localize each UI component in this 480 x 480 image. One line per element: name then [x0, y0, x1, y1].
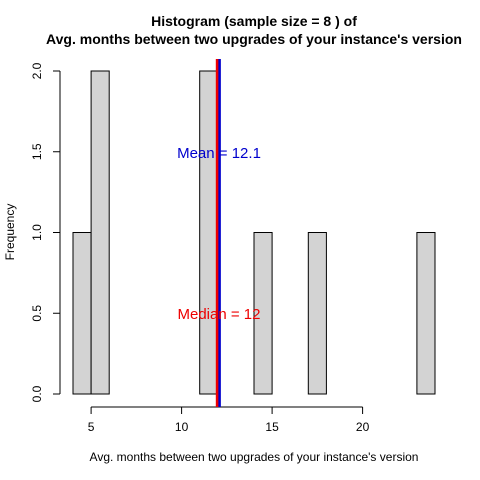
histogram-bar-1	[90, 70, 110, 395]
y-tick-label-1: 0.5	[30, 305, 44, 322]
y-axis-label: Frequency	[3, 204, 17, 261]
chart-title-line2: Avg. months between two upgrades of your…	[46, 31, 462, 47]
x-axis-label: Avg. months between two upgrades of your…	[90, 450, 419, 464]
x-tick-label-3: 20	[356, 420, 370, 434]
mean-annotation: Mean = 12.1	[177, 145, 261, 162]
y-tick-label-2: 1.0	[30, 224, 44, 241]
histogram-bar-4	[307, 232, 327, 395]
chart-title-line1: Histogram (sample size = 8 ) of	[151, 13, 357, 29]
reference-lines	[215, 59, 221, 407]
x-tick-label-2: 15	[265, 420, 279, 434]
median-annotation: Median = 12	[178, 306, 261, 323]
histogram-bar-5	[416, 232, 436, 395]
histogram-bar-2	[199, 70, 219, 395]
histogram-bar-0	[72, 232, 92, 395]
x-tick-label-0: 5	[88, 420, 95, 434]
y-tick-label-0: 0.0	[30, 385, 44, 402]
histogram-bars	[72, 70, 436, 395]
y-tick-label-3: 1.5	[30, 143, 44, 160]
x-tick-label-1: 10	[175, 420, 189, 434]
x-axis: 5 10 15 20	[88, 406, 370, 434]
histogram-bar-3	[253, 232, 273, 395]
y-tick-label-4: 2.0	[30, 62, 44, 79]
y-axis: 0.0 0.5 1.0 1.5 2.0	[30, 62, 61, 402]
